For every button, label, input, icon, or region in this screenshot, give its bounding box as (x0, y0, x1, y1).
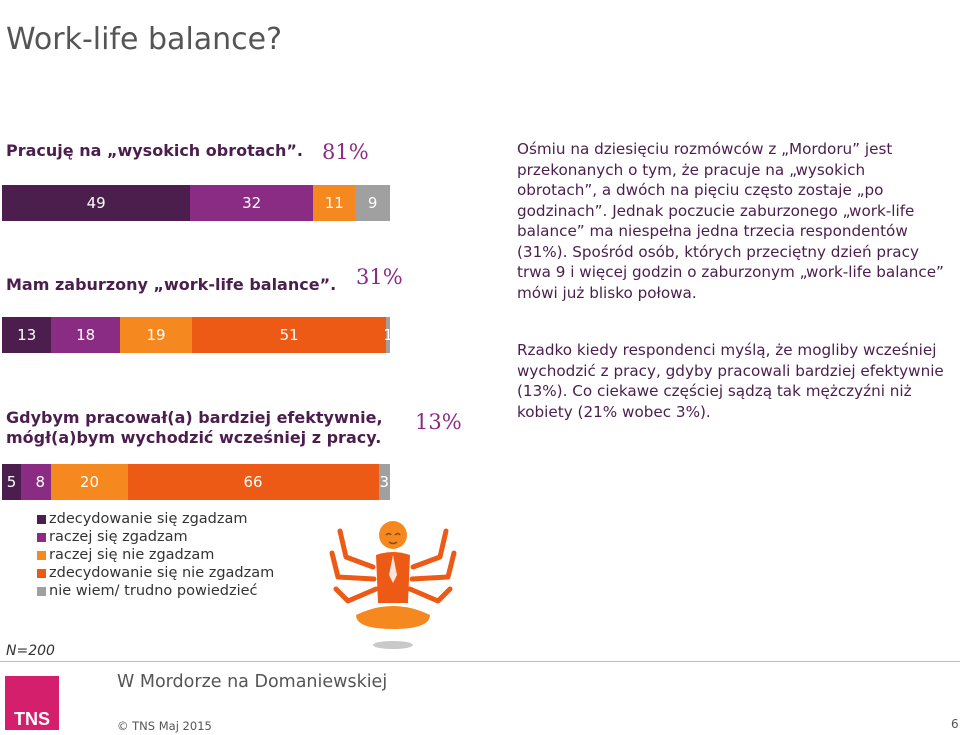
bar-segment (190, 185, 314, 221)
legend-label: zdecydowanie się zgadzam (49, 511, 248, 527)
bar-value-label: 18 (76, 326, 96, 344)
legend-label: zdecydowanie się nie zgadzam (49, 565, 275, 581)
bar-value-label: 5 (6, 473, 17, 491)
bar-value-label: 8 (35, 473, 45, 491)
question-1-total: 81% (322, 140, 369, 164)
legend-swatch (37, 586, 46, 596)
footer-divider (0, 661, 960, 662)
legend-item-zdecydowanie-sie-zgadzam: zdecydowanie się zgadzam (37, 510, 274, 528)
bar-segment (2, 317, 52, 353)
bar-segment (51, 464, 128, 500)
sample-size-label: N=200 (6, 643, 55, 659)
question-3-label-line-1: Gdybym pracował(a) bardziej efektywnie, (6, 408, 383, 427)
legend-item-raczej-sie-nie-zgadzam: raczej się nie zgadzam (37, 546, 274, 564)
question-2-bar: 13 18 19 51 1 (2, 317, 393, 353)
bar-value-label: 66 (243, 473, 263, 491)
question-1-bar: 49 32 11 9 (2, 185, 390, 221)
legend-item-nie-wiem: nie wiem/ trudno powiedzieć (37, 582, 274, 600)
footer-copyright: © TNS Maj 2015 (117, 719, 212, 733)
bar-value-label: 1 (383, 326, 393, 344)
paragraph-summary-2: Rzadko kiedy respondenci myślą, że mogli… (517, 341, 944, 421)
bar-value-label: 9 (367, 194, 378, 212)
legend-item-zdecydowanie-sie-nie-zgadzam: zdecydowanie się nie zgadzam (37, 564, 274, 582)
legend: zdecydowanie się zgadzam raczej się zgad… (37, 510, 274, 600)
bar-segment (386, 317, 390, 353)
bar-value-label: 49 (86, 194, 106, 212)
bar-value-label: 3 (379, 473, 390, 491)
bar-segment (313, 185, 356, 221)
legend-label: raczej się nie zgadzam (49, 547, 215, 563)
legend-label: nie wiem/ trudno powiedzieć (49, 583, 258, 599)
question-2-label: Mam zaburzony „work-life balance”. (6, 275, 337, 294)
bar-segment (2, 464, 22, 500)
bar-segment (51, 317, 120, 353)
tns-logo: TNS (5, 676, 59, 730)
legend-swatch (37, 550, 46, 560)
footer-subtitle: W Mordorze na Domaniewskiej (117, 672, 388, 692)
question-3-total: 13% (415, 410, 462, 434)
meditating-figure-icon (329, 521, 457, 649)
bar-segment (378, 464, 390, 500)
page-number: 6 (951, 717, 959, 731)
bar-segment (2, 185, 191, 221)
bar-value-label: 13 (17, 326, 37, 344)
bar-segment (127, 464, 379, 500)
legend-swatch (37, 532, 46, 542)
tns-logo-text: TNS (14, 709, 50, 729)
bar-segment (21, 464, 52, 500)
question-1-label: Pracuję na „wysokich obrotach”. (6, 141, 304, 160)
bar-value-label: 19 (146, 326, 166, 344)
bar-value-label: 51 (279, 326, 299, 344)
paragraph-summary-1: Ośmiu na dziesięciu rozmówców z „Mordoru… (517, 140, 944, 302)
bar-value-label: 11 (324, 194, 344, 212)
page-title: Work-life balance? (6, 22, 283, 57)
bar-segment (119, 317, 193, 353)
bar-value-label: 20 (79, 473, 100, 491)
legend-label: raczej się zgadzam (49, 529, 188, 545)
bar-segment (355, 185, 390, 221)
legend-swatch (37, 514, 46, 524)
question-3-label-line-2: mógł(a)bym wychodzić wcześniej z pracy. (6, 428, 382, 447)
question-3-bar: 5 8 20 66 3 (2, 464, 390, 500)
bar-segment (192, 317, 387, 353)
bar-value-label: 32 (242, 194, 262, 212)
legend-item-raczej-sie-zgadzam: raczej się zgadzam (37, 528, 274, 546)
legend-swatch (37, 568, 46, 578)
question-2-total: 31% (356, 265, 403, 289)
question-3-label: Gdybym pracował(a) bardziej efektywnie, … (6, 408, 383, 448)
